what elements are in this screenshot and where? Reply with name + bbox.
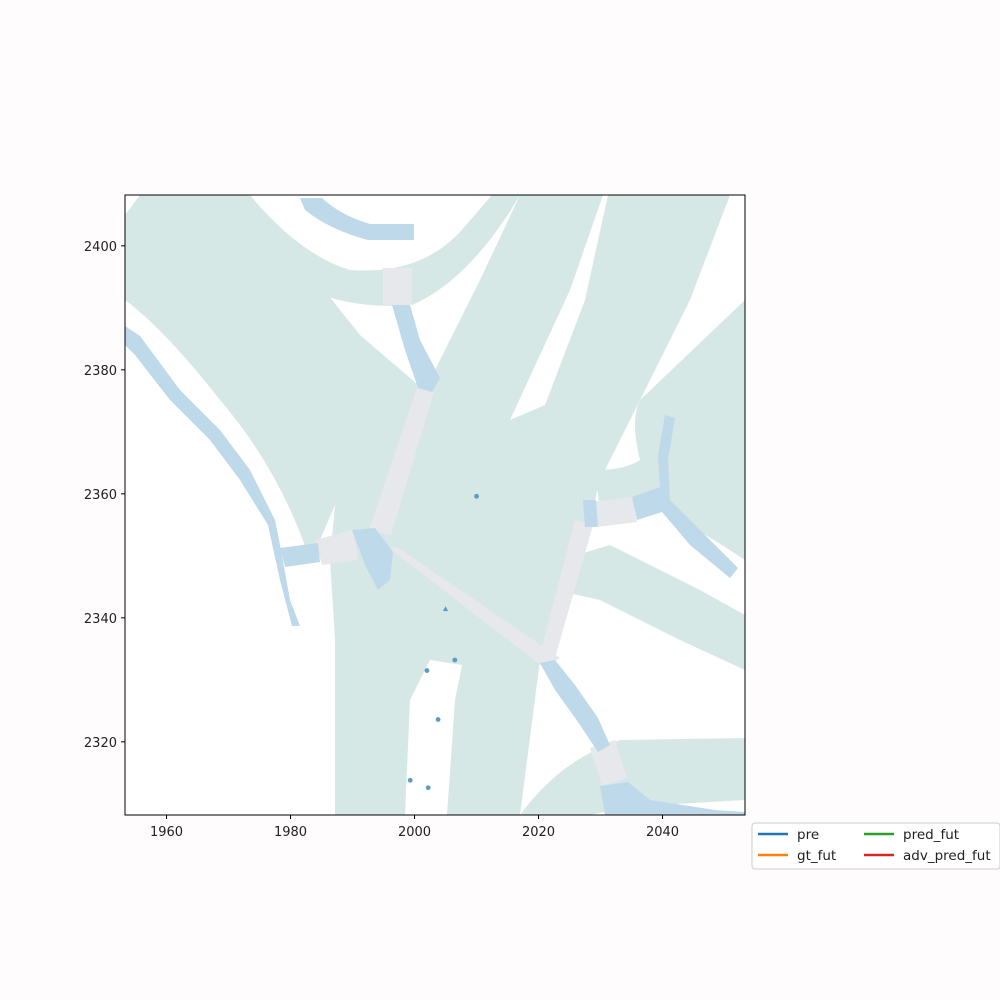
y-tick-label: 2380 xyxy=(84,364,117,379)
x-tick-label: 2000 xyxy=(398,825,431,840)
legend-label-pred-fut: pred_fut xyxy=(903,827,959,843)
drivable-area-layer xyxy=(125,195,745,815)
y-tick-label: 2360 xyxy=(84,488,117,503)
axes-frame xyxy=(124,194,746,816)
drivable-area xyxy=(330,195,730,815)
walkway xyxy=(300,198,414,240)
drivable-area xyxy=(520,738,745,815)
y-tick-label: 2320 xyxy=(84,736,117,751)
agent-marker xyxy=(407,777,413,783)
agent-marker xyxy=(452,657,458,663)
walkway xyxy=(600,782,745,815)
y-tick-label: 2340 xyxy=(84,612,117,627)
y-tick-label: 2400 xyxy=(84,240,117,255)
agent-marker xyxy=(474,493,479,499)
legend: pre gt_fut pred_fut adv_pred_fut xyxy=(751,822,1000,870)
crosswalk xyxy=(592,497,637,527)
drivable-area xyxy=(555,545,745,670)
walkway xyxy=(125,326,300,626)
y-axis: 2320 2340 2360 2380 2400 xyxy=(84,240,125,751)
crosswalk xyxy=(369,388,434,535)
x-tick-label: 1980 xyxy=(274,825,307,840)
walkway-layer xyxy=(125,198,745,815)
walkway xyxy=(352,528,393,590)
drivable-area xyxy=(125,225,380,470)
x-axis: 1960 1980 2000 2020 2040 xyxy=(150,815,679,840)
agent-marker xyxy=(425,785,431,791)
walkway xyxy=(632,415,738,578)
crosswalk xyxy=(590,740,627,786)
walkway xyxy=(583,500,598,527)
crosswalk xyxy=(389,547,560,667)
drivable-area xyxy=(235,195,520,306)
map-layers xyxy=(125,195,745,815)
crosswalk xyxy=(315,530,358,565)
agent-marker xyxy=(435,717,441,722)
legend-label-pre: pre xyxy=(797,827,819,843)
crosswalk xyxy=(538,520,593,665)
x-tick-label: 2020 xyxy=(522,825,555,840)
walkway xyxy=(540,660,610,752)
agent-marker xyxy=(424,668,430,673)
crosswalk-layer xyxy=(315,268,637,786)
x-tick-label: 2040 xyxy=(646,825,679,840)
agent-layer xyxy=(407,493,479,791)
x-tick-label: 1960 xyxy=(150,825,183,840)
walkway xyxy=(280,543,320,567)
agent-marker xyxy=(442,606,449,612)
legend-label-gt-fut: gt_fut xyxy=(797,848,836,864)
walkway xyxy=(392,305,440,392)
legend-label-adv-pred-fut: adv_pred_fut xyxy=(903,848,991,864)
crosswalk xyxy=(383,268,412,305)
legend-box xyxy=(751,822,1000,870)
